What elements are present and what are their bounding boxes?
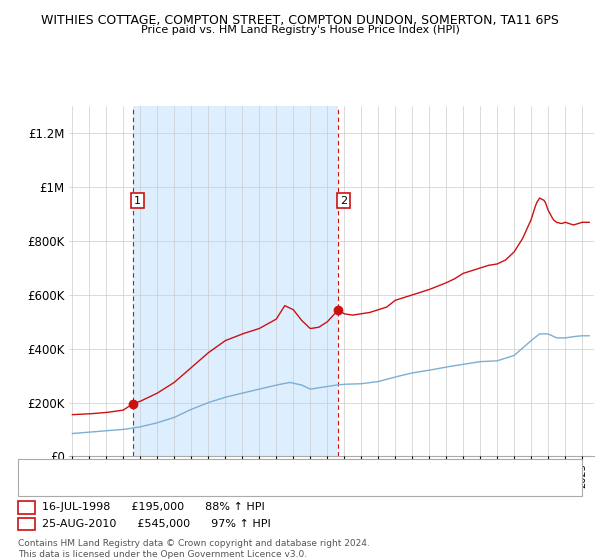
Text: WITHIES COTTAGE, COMPTON STREET, COMPTON DUNDON, SOMERTON, TA11 6PS (deta: WITHIES COTTAGE, COMPTON STREET, COMPTON… — [63, 464, 494, 474]
Text: 25-AUG-2010      £545,000      97% ↑ HPI: 25-AUG-2010 £545,000 97% ↑ HPI — [42, 519, 271, 529]
Text: 2: 2 — [340, 195, 347, 206]
Bar — [133, 106, 338, 456]
Text: 1: 1 — [134, 195, 141, 206]
Text: Price paid vs. HM Land Registry's House Price Index (HPI): Price paid vs. HM Land Registry's House … — [140, 25, 460, 35]
Text: WITHIES COTTAGE, COMPTON STREET, COMPTON DUNDON, SOMERTON, TA11 6PS: WITHIES COTTAGE, COMPTON STREET, COMPTON… — [41, 14, 559, 27]
Text: Contains HM Land Registry data © Crown copyright and database right 2024.
This d: Contains HM Land Registry data © Crown c… — [18, 539, 370, 559]
Text: 2: 2 — [23, 519, 30, 529]
Text: 1: 1 — [23, 502, 30, 512]
Text: 16-JUL-1998      £195,000      88% ↑ HPI: 16-JUL-1998 £195,000 88% ↑ HPI — [42, 502, 265, 512]
Text: HPI: Average price, detached house, Somerset: HPI: Average price, detached house, Some… — [63, 482, 290, 492]
